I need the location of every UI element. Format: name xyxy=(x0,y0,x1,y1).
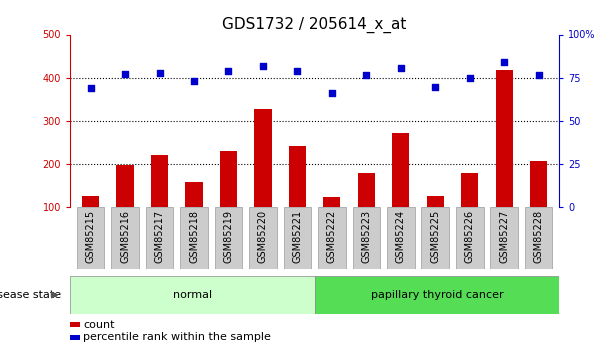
Point xyxy=(292,68,302,73)
Text: GSM85217: GSM85217 xyxy=(154,210,165,263)
Point xyxy=(499,59,509,65)
Text: GSM85215: GSM85215 xyxy=(86,210,95,263)
Point xyxy=(534,72,544,78)
Text: normal: normal xyxy=(173,290,212,300)
Bar xyxy=(151,155,168,207)
Title: GDS1732 / 205614_x_at: GDS1732 / 205614_x_at xyxy=(223,17,407,33)
Point xyxy=(362,72,371,78)
Bar xyxy=(70,335,80,339)
Text: GSM85221: GSM85221 xyxy=(292,210,302,263)
Bar xyxy=(392,133,409,207)
Text: GSM85222: GSM85222 xyxy=(327,210,337,263)
Point xyxy=(120,71,130,77)
Point xyxy=(327,90,337,96)
Bar xyxy=(185,182,202,207)
Text: GSM85220: GSM85220 xyxy=(258,210,268,263)
Text: GSM85223: GSM85223 xyxy=(361,210,371,263)
Bar xyxy=(427,196,444,207)
Text: disease state: disease state xyxy=(0,290,61,300)
FancyBboxPatch shape xyxy=(283,207,311,269)
Bar xyxy=(82,196,99,207)
Bar xyxy=(289,146,306,207)
Point xyxy=(430,85,440,90)
Bar xyxy=(70,323,80,327)
Text: papillary thyroid cancer: papillary thyroid cancer xyxy=(371,290,503,300)
FancyBboxPatch shape xyxy=(249,207,277,269)
FancyBboxPatch shape xyxy=(491,207,518,269)
FancyBboxPatch shape xyxy=(146,207,173,269)
FancyBboxPatch shape xyxy=(70,276,315,314)
FancyBboxPatch shape xyxy=(353,207,380,269)
Text: GSM85216: GSM85216 xyxy=(120,210,130,263)
Text: GSM85219: GSM85219 xyxy=(224,210,233,263)
FancyBboxPatch shape xyxy=(315,276,559,314)
Bar xyxy=(461,173,478,207)
Text: count: count xyxy=(83,320,115,330)
Point xyxy=(154,71,164,76)
Bar xyxy=(530,161,547,207)
Bar xyxy=(496,70,513,207)
Text: percentile rank within the sample: percentile rank within the sample xyxy=(83,332,271,342)
Point xyxy=(86,85,95,91)
Point xyxy=(396,66,406,71)
Bar xyxy=(323,197,340,207)
Point xyxy=(465,75,475,80)
Bar xyxy=(254,109,272,207)
FancyBboxPatch shape xyxy=(215,207,242,269)
FancyBboxPatch shape xyxy=(318,207,346,269)
Bar xyxy=(358,173,375,207)
FancyBboxPatch shape xyxy=(111,207,139,269)
FancyBboxPatch shape xyxy=(387,207,415,269)
Text: GSM85227: GSM85227 xyxy=(499,210,510,263)
Text: GSM85228: GSM85228 xyxy=(534,210,544,263)
Text: GSM85226: GSM85226 xyxy=(465,210,475,263)
Text: GSM85225: GSM85225 xyxy=(430,210,440,263)
Point xyxy=(258,63,268,68)
Point xyxy=(189,78,199,84)
Bar xyxy=(117,165,134,207)
FancyBboxPatch shape xyxy=(180,207,208,269)
FancyBboxPatch shape xyxy=(77,207,105,269)
Bar xyxy=(220,151,237,207)
FancyBboxPatch shape xyxy=(421,207,449,269)
Text: GSM85224: GSM85224 xyxy=(396,210,406,263)
Point xyxy=(224,68,233,73)
FancyBboxPatch shape xyxy=(456,207,483,269)
Text: GSM85218: GSM85218 xyxy=(189,210,199,263)
FancyBboxPatch shape xyxy=(525,207,553,269)
